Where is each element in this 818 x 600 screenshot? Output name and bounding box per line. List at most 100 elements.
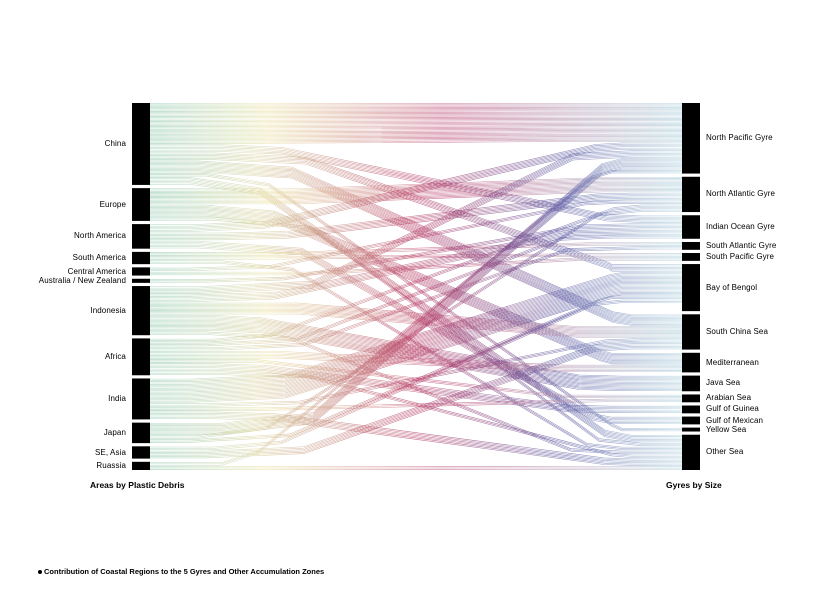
target-bar-other-sea — [682, 434, 700, 470]
flow-indonesia-to-indian-ocean-gyre — [150, 227, 682, 303]
flow-line — [150, 209, 682, 438]
target-label-bay-of-bengol: Bay of Bengol — [706, 282, 758, 292]
flow-line — [150, 162, 682, 429]
flow-line — [150, 231, 682, 300]
flow-line — [150, 206, 682, 355]
flow-line — [150, 311, 682, 336]
flow-line — [150, 292, 682, 401]
flow-line — [150, 120, 682, 122]
figure-caption: Contribution of Coastal Regions to the 5… — [44, 567, 325, 576]
flow-line — [150, 352, 682, 367]
source-bar-central-america — [132, 267, 150, 276]
flow-line — [150, 165, 682, 431]
flow-line — [150, 315, 682, 377]
flow-line — [150, 242, 682, 253]
target-label-gulf-of-guinea: Gulf of Guinea — [706, 404, 759, 414]
source-bar-ruassia — [132, 461, 150, 470]
flow-ruassia-to-other-sea — [150, 466, 682, 470]
flow-line — [150, 372, 682, 457]
target-label-south-pacific-gyre: South Pacific Gyre — [706, 251, 775, 261]
flow-line — [150, 364, 682, 408]
target-bars — [682, 103, 700, 470]
flow-line — [150, 332, 682, 453]
flow-line — [150, 274, 682, 382]
source-label-japan: Japan — [103, 427, 126, 437]
flow-africa-to-gulf-of-guinea — [150, 363, 682, 413]
flow-line — [150, 208, 682, 436]
flow-line — [150, 156, 682, 294]
target-bar-south-china-sea — [682, 314, 700, 350]
flow-line — [150, 116, 682, 118]
flow-line — [150, 318, 682, 381]
flow-line — [150, 228, 682, 297]
flow-line — [150, 165, 682, 320]
target-bar-south-atlantic-gyre — [682, 241, 700, 250]
flow-line — [150, 181, 682, 195]
flow-line — [150, 312, 682, 337]
flow-line — [150, 143, 682, 227]
flow-line — [150, 192, 682, 234]
source-bar-europe — [132, 188, 150, 221]
flow-line — [150, 344, 682, 455]
source-bar-india — [132, 378, 150, 420]
flow-line — [150, 363, 682, 407]
flow-line — [150, 151, 682, 289]
flow-africa-to-mediterranean — [150, 351, 682, 373]
target-label-south-atlantic-gyre: South Atlantic Gyre — [706, 240, 777, 250]
flow-line — [150, 196, 682, 238]
flow-line — [150, 355, 682, 370]
flow-line — [150, 137, 682, 140]
flow-line — [150, 285, 682, 394]
flow-line — [150, 290, 682, 399]
source-bar-north-america — [132, 224, 150, 249]
flow-line — [150, 163, 682, 318]
flow-se-asia-to-south-china-sea — [150, 342, 682, 459]
flow-line — [150, 121, 682, 124]
flow-line — [150, 246, 682, 348]
flow-line — [150, 279, 682, 388]
flow-line — [150, 172, 682, 466]
flow-line — [150, 184, 682, 197]
flow-line — [150, 179, 682, 439]
source-label-ruassia: Ruassia — [96, 460, 126, 470]
flow-south-america-to-south-atlantic-gyre — [150, 242, 682, 256]
flow-line — [150, 254, 682, 259]
source-bar-indonesia — [132, 286, 150, 336]
flow-line — [150, 297, 682, 442]
flow-line — [150, 236, 682, 345]
flow-central-america-to-south-pacific-gyre — [150, 257, 682, 276]
flow-line — [150, 417, 682, 465]
flow-india-to-bay-of-bengol — [150, 272, 682, 403]
target-label-other-sea: Other Sea — [706, 447, 744, 457]
flow-line — [150, 374, 682, 458]
flow-line — [150, 186, 682, 200]
flow-line — [150, 160, 682, 426]
target-bar-yellow-sea — [682, 427, 700, 432]
flow-line — [150, 187, 682, 201]
flow-line — [150, 155, 682, 293]
flow-line — [150, 129, 682, 131]
flow-line — [150, 179, 682, 192]
flow-line — [150, 253, 682, 257]
flow-africa-to-north-atlantic-gyre — [150, 204, 682, 343]
flow-china-to-south-china-sea — [150, 160, 682, 326]
flow-line — [150, 232, 682, 301]
flow-india-to-south-china-sea — [150, 338, 682, 407]
flow-line — [150, 226, 682, 283]
flow-line — [150, 317, 682, 379]
flow-australia-new-zealand-to-indian-ocean-gyre — [150, 223, 682, 283]
source-label-south-america: South America — [72, 253, 126, 262]
flow-line — [150, 150, 682, 288]
source-bar-south-america — [132, 251, 150, 265]
flow-japan-to-bay-of-bengol — [150, 295, 682, 443]
target-label-north-pacific-gyre: North Pacific Gyre — [706, 133, 773, 143]
source-label-india: India — [108, 394, 126, 403]
target-bar-mediterranean — [682, 352, 700, 373]
flow-line — [150, 205, 682, 341]
flow-line — [150, 366, 682, 410]
flow-line — [150, 283, 682, 392]
flow-line — [150, 353, 682, 369]
flow-line — [150, 167, 682, 434]
flow-line — [150, 334, 682, 454]
flow-line — [150, 235, 682, 344]
